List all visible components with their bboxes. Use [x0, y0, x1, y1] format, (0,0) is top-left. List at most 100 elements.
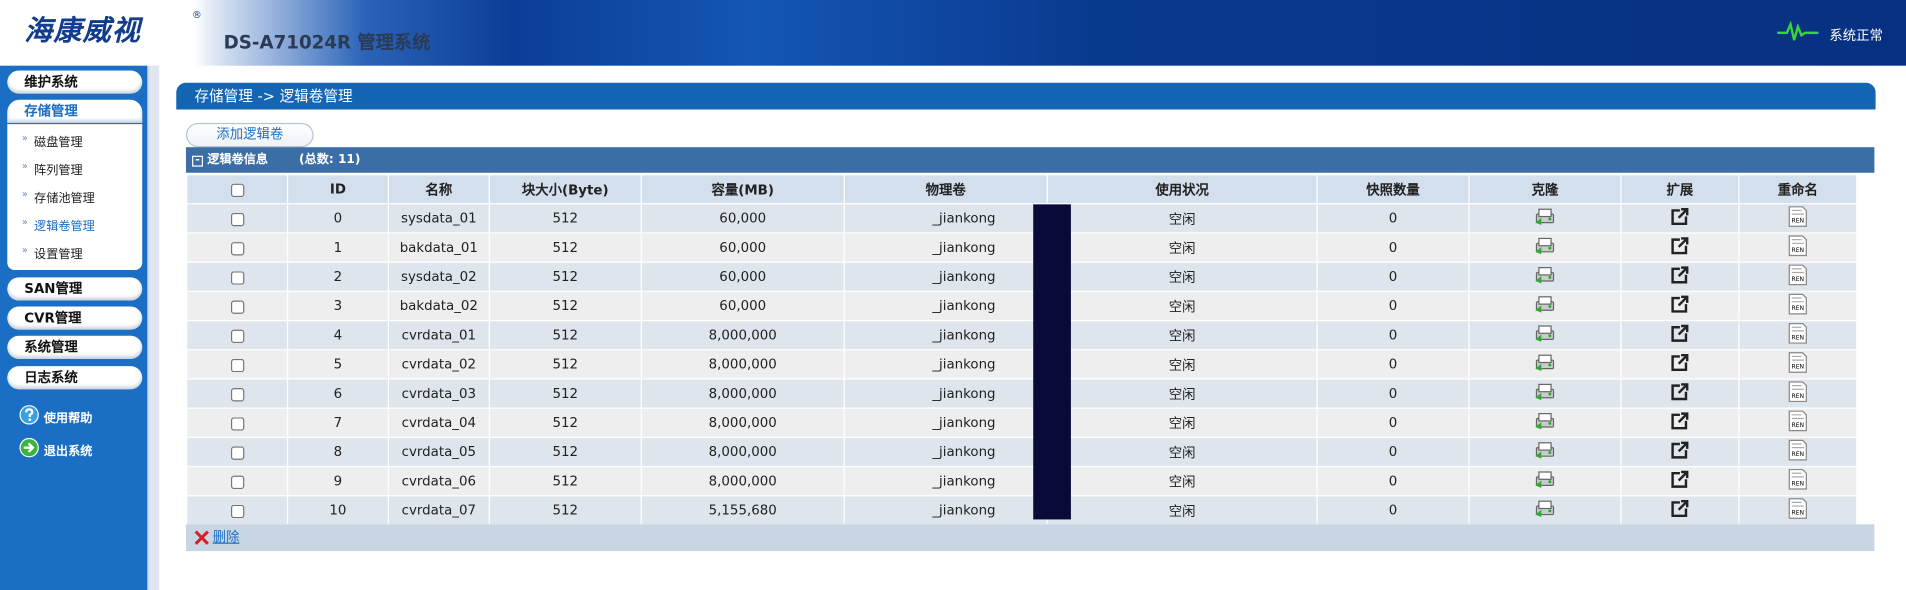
rename-cell[interactable]: REN [1738, 436, 1858, 468]
rename-label: REN [1792, 218, 1805, 225]
row-checkbox[interactable] [230, 504, 244, 518]
cell: cvrdata_07 [387, 495, 490, 526]
table-row: 6 cvrdata_03 512 8,000,000 _jiankong 空闲 0 REN [185, 378, 1906, 409]
delete-link[interactable]: 删除 [212, 529, 240, 545]
arrow: » [21, 188, 28, 200]
extend-cell[interactable] [1620, 407, 1740, 438]
clone-cell[interactable] [1468, 203, 1622, 234]
rename-cell[interactable]: REN [1738, 465, 1858, 497]
rename-cell[interactable]: REN [1738, 203, 1858, 234]
clone-cell[interactable] [1468, 349, 1622, 380]
delete-icon [194, 530, 209, 545]
menu-item[interactable]: 系统管理 [7, 335, 143, 359]
submenu-item[interactable]: 逻辑卷管理 [34, 220, 95, 234]
extend-cell[interactable] [1620, 261, 1740, 292]
extend-cell[interactable] [1620, 465, 1740, 497]
add-button[interactable]: 添加逻辑卷 [185, 122, 314, 148]
cell: 60,000 [640, 290, 845, 322]
rename-label: REN [1792, 480, 1805, 487]
clone-cell[interactable] [1468, 465, 1622, 497]
menu-item[interactable]: SAN管理 [7, 277, 143, 301]
cell: 空闲 [1046, 349, 1318, 380]
clone-cell[interactable] [1468, 378, 1622, 409]
cell: 512 [488, 407, 642, 438]
rename-cell[interactable]: REN [1738, 407, 1858, 438]
cell: 512 [488, 203, 642, 234]
submenu: » 磁盘管理 » 阵列管理 » 存储池管理 » 逻辑卷管理 » 设置管理 [7, 124, 143, 271]
rename-cell[interactable]: REN [1738, 290, 1858, 322]
rename-label: REN [1792, 334, 1805, 341]
cell: 7 [286, 407, 389, 438]
extend-cell[interactable] [1620, 349, 1740, 380]
row-checkbox[interactable] [230, 299, 244, 314]
clone-cell[interactable] [1468, 261, 1622, 292]
rename-label: REN [1792, 364, 1805, 371]
cell: 8 [286, 436, 389, 468]
row-checkbox[interactable] [230, 387, 244, 401]
clone-cell[interactable] [1468, 407, 1622, 438]
row-checkbox[interactable] [230, 358, 244, 372]
redaction [1033, 204, 1071, 520]
cell: 512 [488, 319, 642, 351]
menu-item[interactable]: CVR管理 [7, 306, 143, 330]
scrollbar[interactable] [147, 65, 160, 590]
extend-cell[interactable] [1620, 203, 1740, 234]
rename-cell[interactable]: REN [1738, 319, 1858, 351]
submenu-item[interactable]: 设置管理 [34, 248, 83, 262]
logo-mark: ® [192, 9, 202, 21]
menu-item[interactable]: 存储管理 [7, 99, 143, 123]
select-all[interactable] [230, 183, 244, 197]
rename-cell[interactable]: REN [1738, 495, 1858, 526]
rename-cell[interactable]: REN [1738, 378, 1858, 409]
cell: cvrdata_03 [387, 378, 490, 409]
extend-cell[interactable] [1620, 232, 1740, 263]
extend-cell[interactable] [1620, 290, 1740, 322]
cell: 5 [286, 349, 389, 380]
table-row: 3 bakdata_02 512 60,000 _jiankong 空闲 0 REN [185, 290, 1906, 322]
cell: 5,155,680 [640, 495, 845, 526]
cell: 0 [1316, 290, 1470, 322]
submenu-item[interactable]: 磁盘管理 [34, 136, 83, 150]
status-icon [1777, 20, 1819, 41]
clone-cell[interactable] [1468, 319, 1622, 351]
rename-label: REN [1792, 510, 1805, 517]
clone-cell[interactable] [1468, 290, 1622, 322]
menu-item[interactable]: 日志系统 [7, 366, 143, 390]
clone-cell[interactable] [1468, 495, 1622, 526]
clone-cell[interactable] [1468, 232, 1622, 263]
help-link[interactable]: 使用帮助 [43, 412, 93, 426]
row-checkbox[interactable] [230, 416, 244, 431]
row-checkbox[interactable] [230, 241, 244, 255]
extend-cell[interactable] [1620, 378, 1740, 409]
cell: _jiankong [843, 319, 1048, 351]
row-checkbox[interactable] [230, 475, 244, 489]
cell: 512 [488, 232, 642, 263]
cell: _jiankong [843, 436, 1048, 468]
row-checkbox[interactable] [230, 445, 244, 460]
cell [185, 436, 289, 468]
cell: _jiankong [843, 290, 1048, 322]
rename-cell[interactable]: REN [1738, 349, 1858, 380]
row-checkbox[interactable] [230, 270, 244, 285]
rename-cell[interactable]: REN [1738, 261, 1858, 292]
row-checkbox[interactable] [230, 212, 244, 226]
exit-link[interactable]: 退出系统 [43, 445, 93, 459]
cell: 空闲 [1046, 203, 1318, 234]
clone-icon [1535, 471, 1555, 488]
row-checkbox[interactable] [230, 329, 244, 343]
extend-cell[interactable] [1620, 319, 1740, 351]
menu-item[interactable]: 维护系统 [7, 70, 143, 94]
extend-cell[interactable] [1620, 436, 1740, 468]
cell: _jiankong [843, 495, 1048, 526]
cell: bakdata_01 [387, 232, 490, 263]
cell: 0 [1316, 465, 1470, 497]
column-header: 使用状况 [1046, 173, 1318, 205]
extend-icon [1671, 499, 1689, 518]
extend-cell[interactable] [1620, 495, 1740, 526]
collapse-icon[interactable]: - [192, 155, 203, 167]
submenu-item[interactable]: 存储池管理 [34, 192, 95, 206]
clone-cell[interactable] [1468, 436, 1622, 468]
submenu-item[interactable]: 阵列管理 [34, 164, 83, 178]
rename-cell[interactable]: REN [1738, 232, 1858, 263]
help-icon [19, 405, 39, 425]
